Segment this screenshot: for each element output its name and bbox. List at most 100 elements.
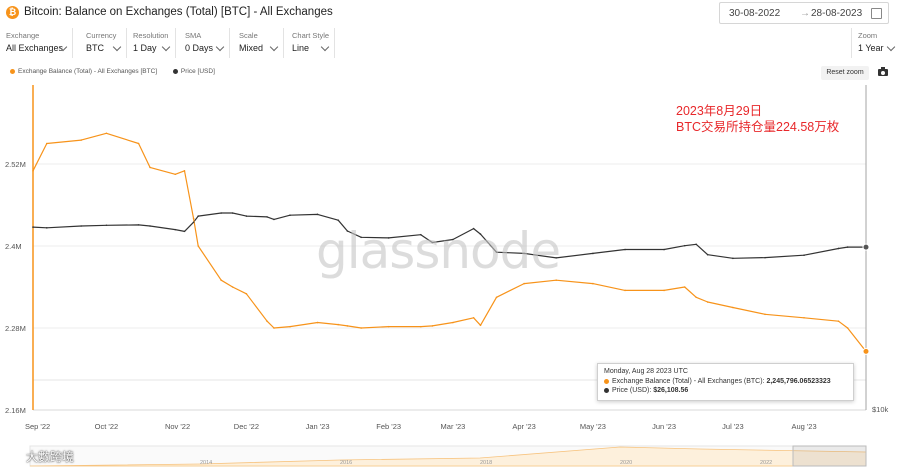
- chevron-down-icon: [112, 42, 122, 52]
- annotation-line-1: 2023年8月29日: [676, 104, 763, 118]
- scale-select[interactable]: Scale Mixed: [233, 28, 284, 58]
- price-point: [452, 238, 454, 241]
- x-tick-label: Jul '23: [722, 422, 743, 431]
- exchange-label: Exchange: [6, 31, 40, 40]
- x-tick-label: Dec '22: [234, 422, 259, 431]
- zoom-label: Zoom: [858, 31, 878, 40]
- chevron-down-icon: [886, 42, 896, 52]
- price-point: [360, 236, 362, 239]
- balance-point: [231, 286, 234, 288]
- balance-point: [346, 325, 349, 327]
- navigator-year-label: 2020: [620, 460, 632, 466]
- price-point: [245, 215, 248, 217]
- x-tick-label: Apr '23: [512, 422, 536, 431]
- balance-point: [337, 323, 340, 326]
- balance-dot-icon: [10, 68, 15, 74]
- balance-point: [192, 217, 195, 220]
- price-point: [479, 233, 482, 235]
- price-dot-icon: [604, 387, 609, 393]
- exchange-select[interactable]: Exchange All Exchanges: [0, 28, 73, 58]
- price-dot-icon: [172, 68, 178, 74]
- legend-item-balance[interactable]: Exchange Balance (Total) - All Exchanges…: [10, 68, 157, 75]
- legend-item-price[interactable]: Price [USD]: [172, 68, 215, 75]
- balance-point: [105, 132, 108, 135]
- annotation: 2023年8月29日 BTC交易所持仓量224.58万枚: [676, 103, 839, 135]
- sma-select[interactable]: SMA 0 Days: [179, 28, 230, 58]
- balance-point: [45, 142, 48, 145]
- navigator-year-label: 2022: [760, 460, 772, 466]
- price-point: [592, 252, 594, 255]
- price-point: [624, 248, 626, 251]
- balance-point: [452, 321, 454, 324]
- balance-point: [495, 296, 498, 299]
- chart-style-select[interactable]: Chart Style Line: [286, 28, 335, 58]
- reset-zoom-button[interactable]: Reset zoom: [821, 66, 869, 80]
- price-point: [523, 252, 525, 255]
- navigator-year-label: 2018: [480, 460, 492, 466]
- balance-point: [316, 321, 319, 324]
- price-point: [837, 247, 840, 250]
- x-tick-label: Feb '23: [376, 422, 401, 431]
- balance-point: [197, 245, 200, 247]
- x-tick-label: Jun '23: [652, 422, 676, 431]
- date-end[interactable]: 28-08-2023: [811, 8, 863, 19]
- balance-point: [360, 327, 362, 329]
- navigator-selection[interactable]: [792, 445, 867, 467]
- balance-point: [683, 286, 686, 288]
- price-point: [45, 227, 48, 229]
- balance-point: [289, 325, 291, 328]
- currency-select[interactable]: Currency BTC: [80, 28, 127, 58]
- date-start[interactable]: 30-08-2022: [729, 8, 781, 19]
- calendar-icon[interactable]: [871, 8, 882, 19]
- y-tick-label: 2.4M: [5, 242, 22, 251]
- price-point: [431, 241, 434, 244]
- balance-point: [663, 289, 665, 292]
- price-point: [231, 212, 234, 214]
- chart-style-value: Line: [292, 43, 310, 53]
- balance-point: [732, 306, 734, 309]
- zoom-value: 1 Year: [858, 43, 884, 53]
- sma-label: SMA: [185, 31, 202, 40]
- chevron-down-icon: [215, 42, 225, 52]
- date-range-picker[interactable]: 30-08-2022 → 28-08-2023: [719, 2, 889, 24]
- scale-label: Scale: [239, 31, 258, 40]
- balance-point: [245, 293, 248, 295]
- price-point: [197, 215, 200, 217]
- y-right-tick-label: $10k: [872, 405, 889, 414]
- navigator-year-label: 2016: [340, 460, 352, 466]
- price-point: [337, 219, 340, 222]
- zoom-select[interactable]: Zoom 1 Year: [851, 28, 900, 58]
- price-point: [149, 225, 151, 227]
- balance-point: [555, 279, 558, 281]
- camera-icon[interactable]: [878, 67, 888, 76]
- date-separator-arrow: →: [800, 8, 810, 19]
- resolution-value: 1 Day: [133, 43, 157, 53]
- logo-mark-icon: [6, 453, 22, 462]
- tooltip-balance-row: Exchange Balance (Total) - All Exchanges…: [604, 378, 831, 385]
- balance-point: [837, 320, 840, 322]
- balance-hover-marker: [862, 347, 870, 355]
- price-point: [220, 212, 222, 214]
- price-point: [387, 237, 390, 239]
- balance-point: [220, 279, 222, 281]
- tooltip-balance-value: 2,245,796.06523323: [766, 378, 831, 385]
- price-point: [555, 257, 558, 259]
- price-point: [683, 244, 686, 247]
- tooltip-price-value: $26,108.56: [653, 387, 689, 394]
- price-point: [183, 230, 186, 233]
- resolution-label: Resolution: [133, 31, 169, 40]
- resolution-select[interactable]: Resolution 1 Day: [127, 28, 176, 58]
- price-point: [80, 225, 82, 227]
- price-point: [289, 214, 291, 217]
- balance-point: [624, 289, 626, 292]
- chevron-down-icon: [320, 42, 330, 52]
- chart-title: Bitcoin: Balance on Exchanges (Total) [B…: [24, 6, 333, 18]
- price-hover-marker: [862, 243, 870, 251]
- y-tick-label: 2.28M: [5, 324, 26, 333]
- price-point: [192, 221, 195, 223]
- chart-toolbar: Exchange All Exchanges Currency BTC Reso…: [0, 28, 900, 62]
- navigator-year-label: 2014: [200, 460, 212, 466]
- balance-dot-icon: [604, 378, 609, 384]
- balance-point: [479, 324, 482, 327]
